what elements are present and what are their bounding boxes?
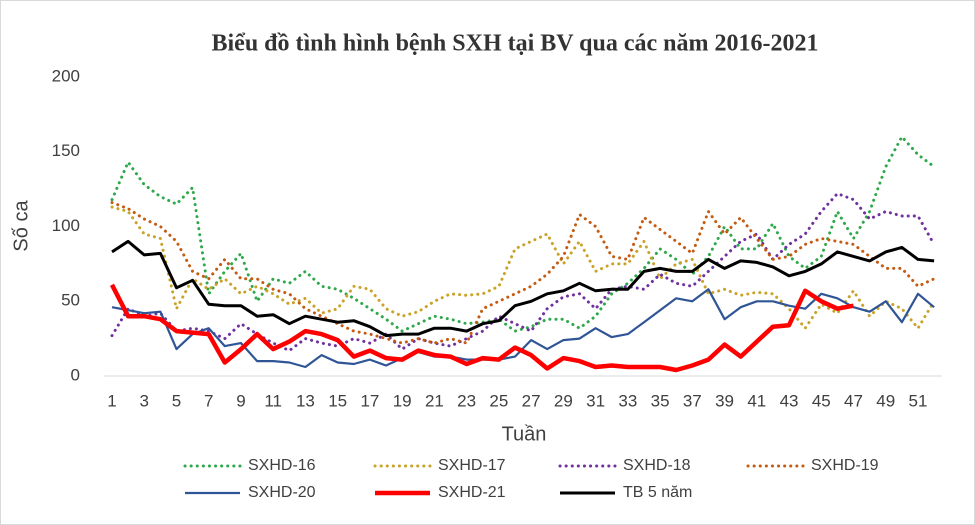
x-tick-label: 47 (844, 391, 863, 410)
legend-label: TB 5 năm (623, 484, 692, 501)
y-tick-label: 0 (71, 365, 80, 384)
x-tick-label: 15 (328, 391, 347, 410)
x-tick-label: 35 (651, 391, 670, 410)
x-tick-label: 7 (204, 391, 213, 410)
series-line (110, 201, 936, 345)
series-line (110, 192, 936, 353)
x-tick-label: 5 (172, 391, 181, 410)
series-line (111, 239, 935, 338)
x-tick-label: 11 (264, 391, 282, 410)
x-tick-label: 39 (715, 391, 734, 410)
x-tick-label: 51 (909, 391, 928, 410)
x-tick-label: 29 (554, 391, 573, 410)
x-tick-label: 1 (107, 391, 116, 410)
y-tick-label: 100 (52, 216, 80, 235)
x-tick-label: 41 (747, 391, 766, 410)
x-tick-label: 17 (360, 391, 379, 410)
legend-label: SXHD-19 (811, 457, 879, 474)
x-tick-label: 23 (457, 391, 476, 410)
series-line (109, 283, 854, 373)
legend-label: SXHD-17 (438, 457, 506, 474)
x-tick-label: 3 (140, 391, 149, 410)
x-tick-label: 13 (296, 391, 315, 410)
legend-label: SXHD-21 (438, 484, 506, 501)
x-axis-label: Tuần (502, 423, 547, 445)
series-line (110, 135, 936, 333)
y-tick-label: 50 (61, 291, 80, 310)
x-tick-label: 27 (522, 391, 541, 410)
x-tick-label: 21 (425, 391, 444, 410)
x-tick-label: 49 (876, 391, 895, 410)
x-tick-label: 19 (393, 391, 412, 410)
y-tick-label: 200 (52, 66, 80, 85)
legend-label: SXHD-20 (248, 484, 316, 501)
x-tick-label: 33 (618, 391, 637, 410)
x-tick-label: 45 (812, 391, 831, 410)
x-tick-label: 43 (780, 391, 799, 410)
legend-label: SXHD-16 (248, 457, 316, 474)
x-tick-label: 31 (586, 391, 605, 410)
chart-title: Biểu đồ tình hình bệnh SXH tại BV qua cá… (211, 31, 818, 57)
y-axis-label: Số ca (10, 200, 32, 252)
y-tick-label: 150 (52, 141, 80, 160)
x-tick-label: 9 (236, 391, 245, 410)
series-line (110, 205, 936, 330)
legend-label: SXHD-18 (623, 457, 691, 474)
x-tick-label: 37 (683, 391, 702, 410)
x-tick-label: 25 (489, 391, 508, 410)
